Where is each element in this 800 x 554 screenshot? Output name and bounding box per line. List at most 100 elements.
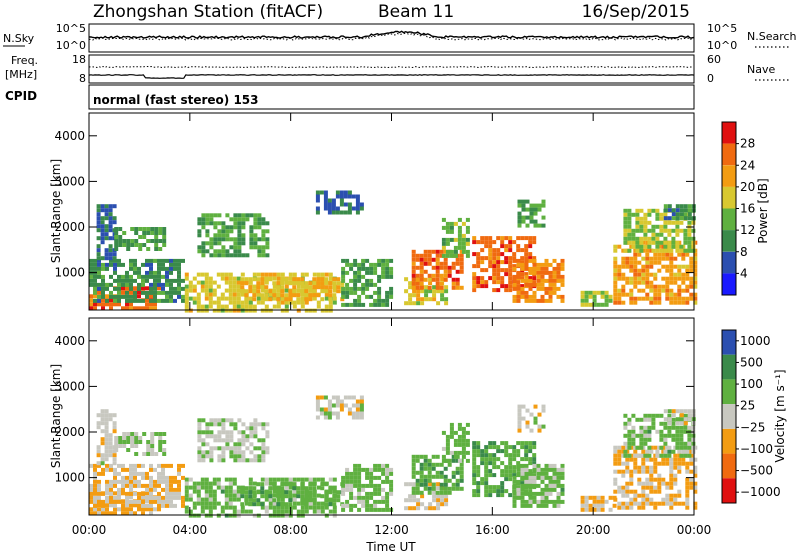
velocity-cell	[296, 490, 301, 495]
power-cell	[453, 221, 458, 226]
power-cell	[233, 249, 238, 254]
power-cell	[472, 276, 477, 281]
velocity-cell	[316, 501, 321, 506]
power-cell	[345, 258, 350, 263]
power-cell	[691, 244, 696, 249]
power-cell	[420, 297, 425, 302]
power-cell	[528, 276, 533, 281]
power-cell	[328, 293, 333, 298]
velocity-cell	[385, 495, 390, 500]
power-cell	[685, 276, 690, 281]
power-cell	[204, 304, 209, 309]
velocity-cell	[339, 403, 344, 408]
power-cell	[635, 208, 640, 213]
power-cell	[276, 285, 281, 290]
power-cell	[419, 253, 424, 258]
velocity-cell	[204, 489, 209, 494]
velocity-cell	[241, 450, 246, 455]
velocity-cell	[669, 473, 674, 478]
power-cell	[161, 258, 165, 263]
velocity-cell	[613, 449, 618, 454]
power-cell	[544, 290, 549, 295]
power-cell	[647, 212, 652, 217]
power-cell	[524, 298, 529, 303]
power-cell	[260, 296, 265, 301]
velocity-cell	[228, 481, 233, 486]
velocity-cell	[625, 501, 630, 506]
velocity-cell	[512, 479, 517, 484]
velocity-cell	[548, 467, 553, 472]
velocity-cell	[121, 475, 125, 480]
velocity-cell	[118, 440, 123, 444]
power-cell	[625, 276, 630, 281]
velocity-cell	[245, 434, 250, 439]
power-cell	[556, 278, 561, 283]
velocity-cell	[122, 444, 127, 448]
velocity-cell	[347, 411, 352, 416]
velocity-cell	[149, 483, 153, 488]
velocity-cell	[663, 433, 668, 438]
power-cell	[613, 292, 618, 297]
power-cell	[663, 204, 668, 209]
power-colorbar-segment	[722, 143, 736, 166]
velocity-cell	[451, 474, 456, 479]
velocity-cell	[228, 501, 233, 506]
velocity-cell	[369, 471, 374, 476]
velocity-cell	[225, 446, 230, 451]
power-cell	[608, 298, 613, 303]
power-cell	[675, 244, 680, 249]
power-cell	[679, 212, 684, 217]
velocity-cell	[439, 462, 444, 467]
frequency-panel-frame	[88, 54, 695, 84]
power-cell	[445, 253, 450, 258]
power-cell	[244, 304, 249, 309]
velocity-cell	[117, 495, 121, 500]
velocity-cell	[580, 495, 585, 500]
velocity-cell	[385, 471, 390, 476]
power-cell	[361, 258, 366, 263]
velocity-cell	[232, 489, 237, 494]
power-cell	[304, 272, 309, 277]
power-cell	[265, 237, 270, 242]
velocity-cell	[663, 409, 668, 414]
power-cell	[683, 232, 688, 237]
velocity-cell	[385, 475, 390, 480]
power-cell	[465, 249, 470, 254]
power-cell	[440, 277, 445, 282]
power-cell	[200, 308, 205, 313]
velocity-cell	[204, 513, 209, 518]
power-cell	[288, 297, 293, 302]
power-cell	[389, 294, 394, 299]
power-cell	[345, 294, 350, 299]
velocity-cell	[125, 503, 129, 508]
velocity-cell	[292, 482, 297, 487]
power-cell	[361, 302, 366, 307]
power-cell	[655, 212, 660, 217]
velocity-cell	[100, 437, 105, 442]
power-cell	[461, 249, 466, 254]
velocity-cell	[161, 499, 165, 504]
power-cell	[216, 272, 221, 277]
velocity-cell	[169, 483, 173, 488]
velocity-cell	[524, 491, 529, 496]
velocity-cell	[221, 418, 226, 423]
velocity-cell	[423, 462, 428, 467]
velocity-cell	[536, 475, 541, 480]
velocity-cell	[96, 449, 101, 454]
velocity-cell	[663, 417, 668, 422]
velocity-cell	[488, 473, 493, 478]
power-cell	[655, 224, 660, 229]
power-cell	[121, 286, 125, 291]
velocity-cell	[517, 424, 522, 429]
velocity-cell	[177, 479, 181, 484]
power-cell	[331, 198, 336, 203]
velocity-cell	[588, 495, 593, 500]
velocity-cell	[304, 490, 309, 495]
power-cell	[404, 289, 409, 294]
velocity-cell	[149, 495, 153, 500]
power-cell	[109, 302, 113, 307]
power-cell	[492, 260, 497, 265]
power-cell	[419, 269, 424, 274]
velocity-cell	[484, 473, 489, 478]
power-cell	[228, 276, 233, 281]
